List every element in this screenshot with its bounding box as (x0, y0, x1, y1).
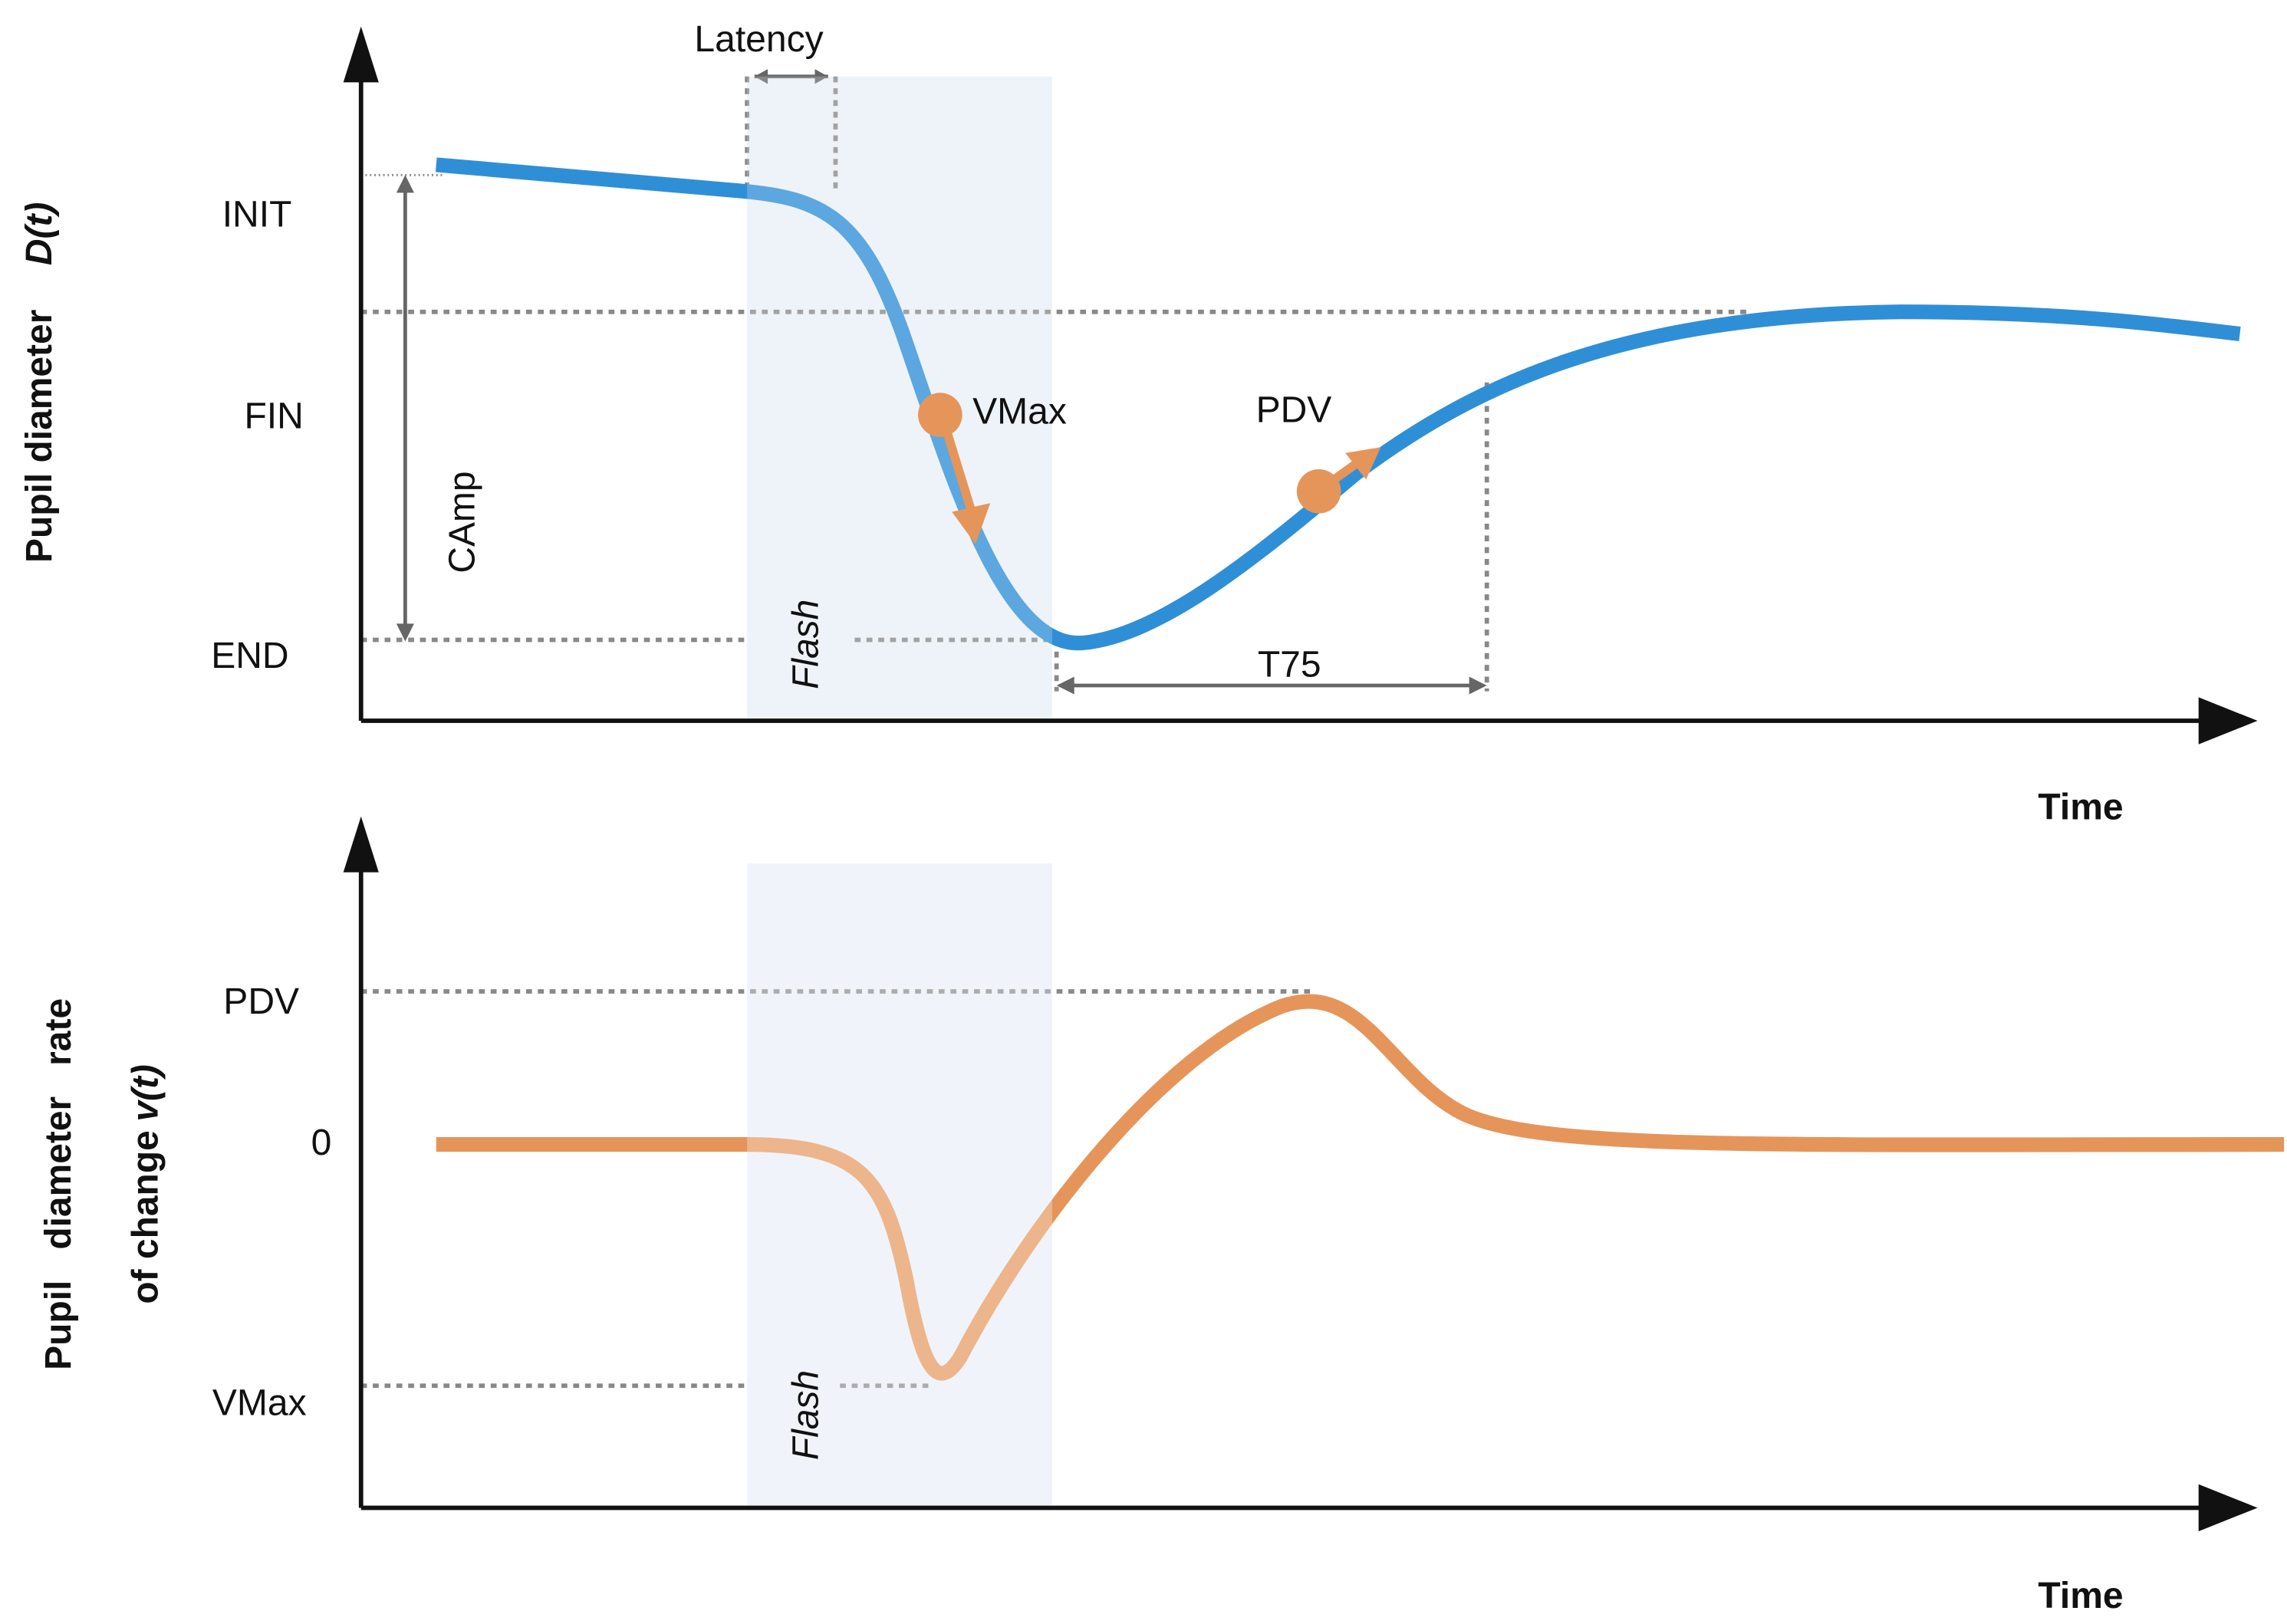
y-axis-label: of change v(t) (126, 1064, 166, 1304)
y-axis-title: of change (126, 1130, 166, 1303)
flash-region (747, 863, 1052, 1508)
y-axis-label: Pupil diameter rate (38, 998, 79, 1370)
flash-region (747, 76, 1052, 722)
level-label: INIT (222, 194, 292, 235)
x-axis-label: Time (2038, 1576, 2123, 1616)
y-axis-symbol: v(t) (126, 1064, 166, 1122)
t75-label: T75 (1258, 645, 1321, 685)
axes (343, 26, 2258, 1532)
x-axis-label: Time (2038, 787, 2123, 828)
y-axis-label: Pupil diameter D(t) (19, 202, 60, 563)
measure-arrows (396, 69, 1487, 695)
amplitude-label: CAmp (443, 471, 483, 573)
guides (360, 76, 1746, 1389)
flash-tint (747, 863, 1052, 1508)
velocity-markers (918, 393, 1381, 544)
latency-label: Latency (694, 19, 823, 60)
velocity-curve (436, 994, 2285, 1381)
flash-label: Flash (785, 1370, 826, 1460)
diameter-curve (435, 157, 2241, 650)
flash-label: Flash (785, 600, 826, 689)
level-label: END (211, 636, 288, 676)
level-label: VMax (212, 1383, 307, 1424)
level-label: 0 (311, 1123, 332, 1163)
level-label: PDV (223, 981, 299, 1022)
pdv-label: PDV (1256, 390, 1332, 431)
flash-tint (747, 76, 1052, 722)
y-axis-title: Pupil diameter (19, 310, 60, 563)
y-axis-symbol: D(t) (19, 202, 60, 266)
vmax-label: VMax (972, 392, 1067, 432)
level-label: FIN (244, 396, 303, 436)
